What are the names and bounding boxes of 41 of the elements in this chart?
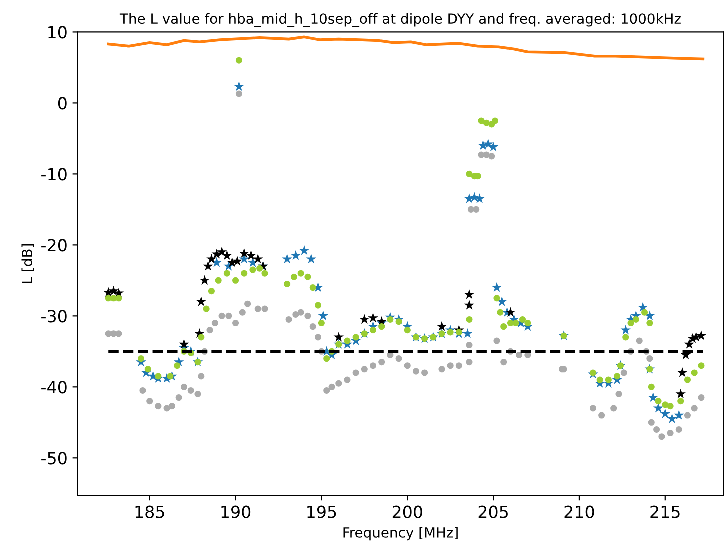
x-tick-label: 215	[650, 506, 680, 518]
point	[232, 256, 243, 266]
x-tick-label: 200	[392, 506, 422, 518]
point	[334, 332, 344, 342]
point	[179, 339, 190, 349]
point	[203, 261, 214, 271]
x-tick-label: 210	[564, 506, 594, 518]
point	[216, 246, 228, 257]
point	[360, 314, 370, 324]
y-tick-label: 0	[58, 97, 67, 110]
x-tick-label: 190	[222, 506, 251, 518]
x-tick-label: 205	[478, 506, 508, 518]
y-tick-label: -10	[42, 168, 67, 181]
point	[684, 339, 695, 349]
point	[239, 248, 250, 258]
point	[206, 254, 217, 264]
y-tick-label: -50	[42, 452, 67, 465]
x-axis-title: Frequency [MHz]	[344, 527, 458, 541]
point	[676, 388, 686, 399]
point	[222, 250, 232, 260]
point	[108, 286, 119, 296]
line-series	[107, 36, 705, 61]
chart-title: The L value for hba_mid_h_10sep_off at dipole DYY and freq. averaged: 1000kHz	[120, 13, 681, 28]
y-tick-label: -40	[42, 381, 67, 394]
x-tick-label: 195	[308, 506, 336, 518]
point	[506, 307, 516, 317]
point	[677, 368, 688, 378]
point	[696, 330, 707, 340]
point	[253, 254, 264, 264]
x-tick-label: 185	[136, 506, 164, 518]
point	[196, 296, 207, 306]
point	[246, 250, 256, 260]
point	[464, 289, 475, 300]
point	[368, 312, 378, 323]
y-tick-label: -20	[42, 239, 67, 252]
point	[436, 321, 448, 332]
y-axis-title: L [dB]	[22, 244, 34, 284]
y-tick-label: 10	[48, 26, 67, 39]
y-tick-label: -30	[42, 310, 67, 323]
point	[200, 275, 210, 286]
point	[464, 300, 475, 310]
